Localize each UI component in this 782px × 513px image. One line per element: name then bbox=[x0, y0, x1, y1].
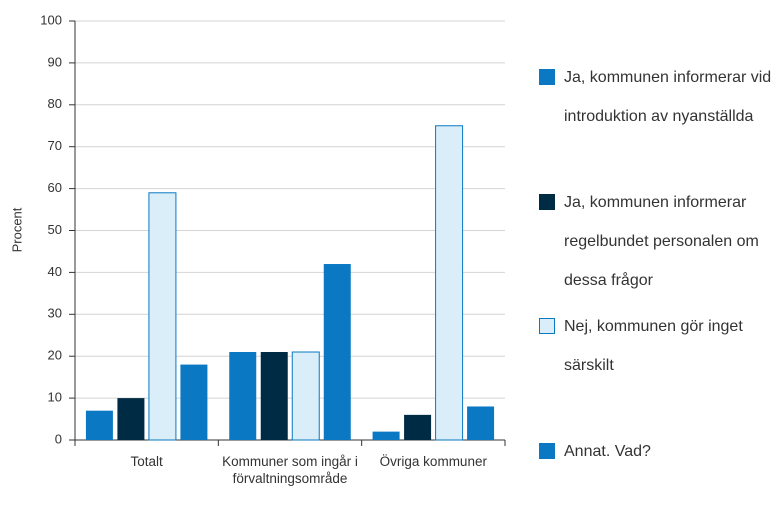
x-tick-label: Övriga kommuner bbox=[379, 454, 487, 469]
legend-label: Ja, kommunen informerar regelbundet pers… bbox=[564, 194, 759, 289]
legend-label: Ja, kommunen informerar vid introduktion… bbox=[564, 69, 772, 125]
bar bbox=[85, 410, 113, 440]
y-tick-label: 80 bbox=[48, 96, 62, 111]
bar bbox=[435, 125, 464, 441]
legend-swatch bbox=[539, 69, 555, 85]
y-tick-label: 10 bbox=[48, 390, 62, 405]
y-tick-label: 40 bbox=[48, 264, 62, 279]
y-tick-label: 20 bbox=[48, 348, 62, 363]
bar bbox=[260, 352, 288, 440]
y-tick-label: 70 bbox=[48, 138, 62, 153]
x-tick-label: Totalt bbox=[130, 454, 163, 469]
legend-label: Annat. Vad? bbox=[564, 443, 651, 460]
bar bbox=[372, 431, 400, 440]
bar bbox=[404, 414, 432, 440]
legend-swatch bbox=[539, 194, 555, 210]
bar bbox=[180, 364, 208, 440]
legend-entry: Ja, kommunen informerar regelbundet pers… bbox=[539, 183, 782, 300]
legend-swatch bbox=[539, 443, 555, 459]
bar bbox=[229, 352, 257, 440]
y-tick-label: 60 bbox=[48, 180, 62, 195]
y-tick-label: 50 bbox=[48, 222, 62, 237]
bar bbox=[148, 192, 177, 441]
y-tick-label: 30 bbox=[48, 306, 62, 321]
y-axis-label: Procent bbox=[9, 207, 24, 252]
bar bbox=[291, 351, 320, 441]
legend-entry: Nej, kommunen gör inget särskilt bbox=[539, 307, 782, 385]
bar bbox=[117, 398, 145, 440]
legend-label: Nej, kommunen gör inget särskilt bbox=[564, 318, 743, 374]
bar bbox=[323, 264, 351, 440]
bar bbox=[467, 406, 495, 440]
x-tick-label: Kommuner som ingår i förvaltningsområde bbox=[222, 454, 358, 486]
y-tick-label: 100 bbox=[40, 12, 62, 27]
legend-swatch bbox=[539, 318, 555, 334]
y-tick-label: 90 bbox=[48, 54, 62, 69]
legend-entry: Ja, kommunen informerar vid introduktion… bbox=[539, 58, 782, 136]
y-tick-label: 0 bbox=[55, 431, 62, 446]
legend-entry: Annat. Vad? bbox=[539, 432, 782, 471]
